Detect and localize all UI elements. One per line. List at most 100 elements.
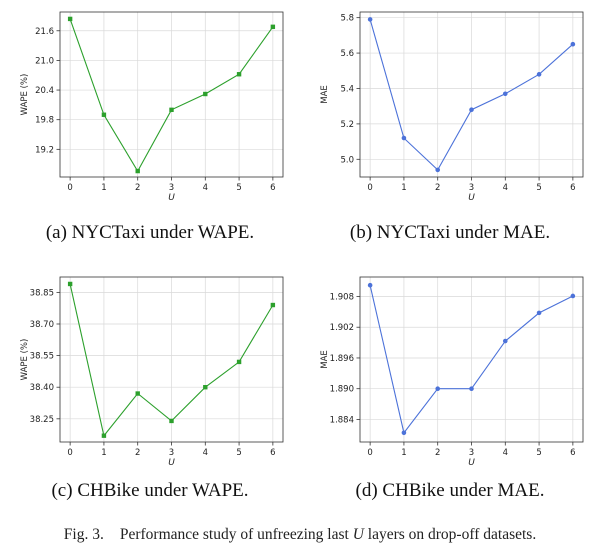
grid: [360, 277, 583, 442]
chart-caption-d: (d) CHBike under MAE.: [355, 480, 545, 501]
x-tick-label: 0: [67, 183, 72, 193]
x-tick-label: 1: [401, 183, 406, 193]
chart-caption-c: (c) CHBike under WAPE.: [51, 480, 249, 501]
y-tick-label: 1.896: [330, 354, 354, 364]
x-axis-label: U: [468, 458, 475, 468]
data-point: [469, 107, 474, 113]
data-point: [101, 112, 107, 117]
y-tick-label: 1.902: [330, 323, 354, 333]
chart-caption-b: (b) NYCTaxi under MAE.: [349, 222, 551, 243]
data-point: [270, 302, 276, 308]
x-tick-label: 3: [469, 448, 474, 458]
y-tick-label: 21.6: [35, 27, 54, 37]
figure-caption-variable: U: [352, 526, 364, 543]
x-tick-label: 2: [435, 183, 440, 193]
data-point: [469, 386, 474, 392]
chart-b: 0 1 2 3 4 5 6 5.0 5.2 5.4 5.6 5.8 U MAE: [320, 11, 584, 203]
x-tick-label: 4: [503, 448, 508, 458]
x-axis-label: U: [168, 193, 175, 203]
data-point: [367, 282, 373, 288]
chart-panel-d: 0 1 2 3 4 5 6 1.884 1.890 1.896 1.902 1.908 U MAE: [300, 265, 600, 480]
y-tick-label: 5.4: [340, 84, 354, 94]
data-point: [570, 293, 576, 299]
data-point: [367, 17, 373, 22]
data-point: [135, 168, 140, 174]
grid: [360, 12, 583, 177]
y-tick-label: 38.70: [30, 320, 54, 330]
data-point: [236, 72, 242, 77]
x-tick-label: 5: [236, 448, 241, 458]
y-axis-label: WAPE (%): [20, 339, 30, 381]
x-tick-label: 0: [367, 183, 372, 193]
y-tick-label: 38.25: [30, 415, 54, 425]
x-axis-label: U: [468, 193, 475, 203]
data-point: [401, 430, 407, 436]
y-tick-label: 20.4: [35, 86, 54, 96]
figure-number: Fig. 3.: [63, 526, 104, 543]
y-tick-label: 5.8: [340, 14, 354, 24]
x-tick-label: 3: [469, 183, 474, 193]
data-point: [435, 167, 441, 173]
data-point: [536, 310, 542, 316]
y-axis-label: WAPE (%): [20, 74, 30, 116]
data-point: [270, 24, 276, 30]
y-tick-label: 38.85: [30, 288, 54, 298]
data-point: [401, 135, 407, 141]
data-point: [101, 433, 107, 438]
x-tick-label: 4: [203, 448, 208, 458]
x-tick-label: 0: [367, 448, 372, 458]
data-point: [67, 16, 73, 22]
data-point: [570, 41, 576, 47]
x-tick-label: 2: [435, 448, 440, 458]
x-tick-label: 1: [101, 183, 106, 193]
y-tick-label: 19.2: [35, 145, 54, 155]
x-tick-label: 6: [270, 448, 275, 458]
chart-d: 0 1 2 3 4 5 6 1.884 1.890 1.896 1.902 1.908 U MAE: [320, 276, 584, 468]
x-tick-label: 1: [401, 448, 406, 458]
y-tick-label: 1.884: [330, 415, 354, 425]
grid: [60, 277, 283, 442]
x-axis-label: U: [168, 458, 175, 468]
figure-caption-text-before: Performance study of unfreezing last: [119, 526, 353, 543]
data-point: [435, 386, 441, 392]
x-tick-label: 6: [270, 183, 275, 193]
y-tick-label: 38.40: [30, 383, 54, 393]
y-tick-label: 5.6: [340, 49, 354, 59]
data-point: [169, 107, 174, 113]
data-point: [203, 385, 208, 390]
chart-a: 0 1 2 3 4 5 6 19.2 19.8 20.4 21.0 21.6 U WAPE (%): [20, 11, 284, 203]
x-tick-label: 6: [570, 183, 575, 193]
y-tick-label: 1.890: [330, 385, 354, 395]
x-tick-label: 0: [67, 448, 72, 458]
x-tick-label: 5: [536, 183, 541, 193]
x-tick-label: 5: [536, 448, 541, 458]
y-tick-label: 1.908: [330, 292, 354, 302]
x-tick-label: 3: [169, 183, 174, 193]
figure-caption-text-after: layers on drop-off datasets.: [363, 526, 537, 543]
data-point: [236, 359, 242, 365]
y-tick-label: 5.0: [340, 155, 354, 165]
chart-c: 0 1 2 3 4 5 6 38.25 38.40 38.55 38.70 38.85 U WAPE (%…: [20, 276, 284, 468]
chart-panel-c: 0 1 2 3 4 5 6 38.25 38.40 38.55 38.70 38.85 U WAPE (%…: [0, 265, 300, 480]
x-tick-label: 2: [135, 448, 140, 458]
figure-caption: Fig. 3. Performance study of unfreezing l…: [0, 526, 600, 544]
data-point: [536, 72, 542, 77]
y-axis-label: MAE: [320, 350, 330, 369]
data-point: [502, 91, 508, 97]
chart-panel-a: 0 1 2 3 4 5 6 19.2 19.8 20.4 21.0 21.6 U WAPE (%): [0, 0, 300, 215]
data-point: [203, 91, 208, 97]
x-tick-label: 1: [101, 448, 106, 458]
data-point: [169, 418, 174, 424]
y-axis-label: MAE: [320, 85, 330, 104]
data-point: [67, 281, 73, 287]
x-tick-label: 3: [169, 448, 174, 458]
data-point: [135, 391, 140, 396]
y-tick-label: 5.2: [340, 120, 354, 130]
y-tick-label: 38.55: [30, 352, 54, 362]
y-tick-label: 19.8: [35, 116, 54, 126]
grid: [60, 12, 283, 177]
chart-caption-a: (a) NYCTaxi under WAPE.: [45, 222, 255, 243]
x-tick-label: 4: [203, 183, 208, 193]
chart-panel-b: 0 1 2 3 4 5 6 5.0 5.2 5.4 5.6 5.8 U MAE: [300, 0, 600, 215]
x-tick-label: 4: [503, 183, 508, 193]
